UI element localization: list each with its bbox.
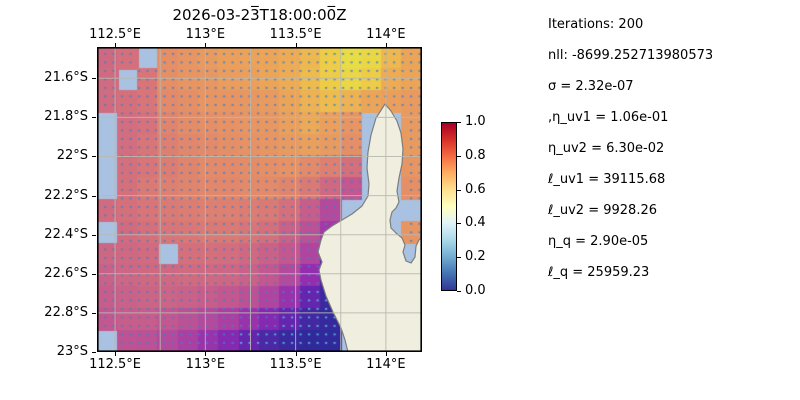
y-tick-label: 23°S <box>56 344 88 359</box>
x-tick-mark-bottom <box>295 352 297 356</box>
x-tick-label-top: 113°E <box>185 27 226 42</box>
colorbar-tick-label: 0.4 <box>465 215 486 231</box>
x-tick-label-top: 114°E <box>366 27 406 42</box>
x-tick-label-top: 113.5°E <box>269 27 322 42</box>
x-tick-mark-top <box>385 43 387 47</box>
stat-line: η_q = 2.90e-05 <box>548 234 649 249</box>
stats-panel: Iterations: 200 nll: -8699.252713980573 σ … <box>548 15 713 294</box>
y-tick-label: 21.6°S <box>44 70 88 86</box>
stat-line: ℓ_q = 25959.23 <box>548 265 650 280</box>
y-tick-mark <box>92 195 96 197</box>
y-tick-label: 22.8°S <box>44 304 88 320</box>
y-tick-mark <box>92 352 96 353</box>
x-tick-mark-bottom <box>205 352 207 356</box>
stat-line: η_uv2 = 6.30e-02 <box>548 141 665 156</box>
stat-line: nll: -8699.252713980573 <box>548 48 714 63</box>
map-overlay <box>97 47 422 352</box>
colorbar-tick-label: 0.8 <box>465 147 486 163</box>
stat-line: σ = 2.32e-07 <box>548 79 634 94</box>
colorbar-tick-mark <box>457 122 461 123</box>
map-border <box>97 47 422 352</box>
y-tick-label: 21.8°S <box>44 109 88 125</box>
stat-line: ℓ_uv1 = 39115.68 <box>548 172 666 187</box>
colorbar-tick-label: 0.6 <box>465 181 486 197</box>
x-tick-mark-top <box>205 43 207 47</box>
colorbar <box>441 122 457 291</box>
stat-line: Iterations: 200 <box>548 17 644 32</box>
x-tick-label-bottom: 112.5°E <box>89 357 142 372</box>
x-tick-mark-bottom <box>115 352 117 356</box>
y-tick-mark <box>92 117 96 119</box>
y-tick-mark <box>92 78 96 80</box>
stat-line: ,η_uv1 = 1.06e-01 <box>548 110 669 125</box>
x-tick-label-bottom: 114°E <box>366 357 406 372</box>
x-tick-mark-top <box>115 43 117 47</box>
colorbar-tick-label: 0.0 <box>465 283 486 298</box>
colorbar-tick-mark <box>457 291 461 292</box>
y-tick-label: 22.6°S <box>44 265 88 281</box>
y-tick-label: 22.4°S <box>44 226 88 242</box>
y-tick-label: 22°S <box>56 148 88 164</box>
y-tick-label: 22.2°S <box>44 187 88 203</box>
figure-title: 2026-03-23̅T18:00:00̅Z <box>172 6 347 24</box>
colorbar-tick-mark <box>457 257 461 259</box>
y-tick-mark <box>92 312 96 314</box>
x-tick-label-top: 112.5°E <box>89 27 142 42</box>
colorbar-tick-mark <box>457 189 461 191</box>
y-tick-mark <box>92 156 96 158</box>
x-tick-label-bottom: 113°E <box>185 357 226 372</box>
map-plot <box>97 47 422 352</box>
x-tick-mark-top <box>295 43 297 47</box>
y-tick-mark <box>92 273 96 275</box>
colorbar-tick-mark <box>457 223 461 225</box>
x-tick-label-bottom: 113.5°E <box>269 357 322 372</box>
x-tick-mark-bottom <box>385 352 387 356</box>
colorbar-tick-label: 0.2 <box>465 249 486 265</box>
grid-lines <box>97 47 422 352</box>
colorbar-tick-label: 1.0 <box>465 114 486 129</box>
colorbar-tick-mark <box>457 155 461 157</box>
stat-line: ℓ_uv2 = 9928.26 <box>548 203 657 218</box>
colorbar-gradient <box>442 123 456 290</box>
y-tick-mark <box>92 234 96 236</box>
land-shape <box>317 103 422 352</box>
